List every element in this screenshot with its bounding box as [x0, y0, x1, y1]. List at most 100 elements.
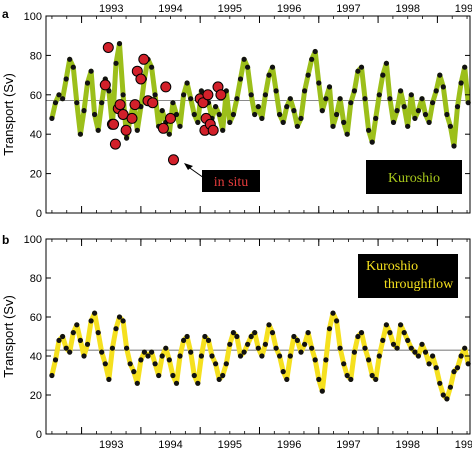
data-point [440, 84, 446, 90]
data-point [312, 48, 318, 55]
x-tick-label: 1996 [277, 439, 301, 451]
data-point [77, 337, 83, 343]
data-point [63, 345, 69, 351]
data-point [52, 357, 59, 363]
data-point [415, 108, 421, 114]
data-point [316, 376, 322, 382]
data-point [159, 353, 165, 359]
data-point [259, 353, 265, 359]
data-point [266, 72, 272, 78]
data-point [380, 72, 386, 78]
y-tick-label: 40 [30, 129, 42, 141]
data-point [252, 111, 258, 118]
in-situ-point [108, 118, 120, 130]
in-situ-point [138, 53, 150, 65]
y-tick-label: 80 [30, 50, 42, 62]
data-point [351, 88, 357, 94]
data-point [195, 119, 201, 125]
series-line [49, 310, 471, 402]
data-point [92, 310, 98, 316]
data-point [141, 349, 147, 355]
data-point [277, 111, 283, 118]
x-tick-label: 1998 [395, 439, 419, 451]
data-point [433, 365, 439, 371]
data-point [415, 353, 421, 359]
data-point [330, 123, 336, 129]
data-point [241, 349, 247, 355]
y-tick-label: 20 [30, 390, 42, 402]
in-situ-point [114, 99, 126, 111]
data-point [241, 56, 247, 62]
data-point [462, 345, 468, 351]
data-point [191, 111, 197, 118]
data-point [305, 72, 311, 78]
data-point [56, 92, 62, 98]
data-point [326, 84, 333, 90]
in-situ-point [157, 122, 169, 134]
legend-label: Kuroshio [388, 171, 440, 186]
y-tick-label: 80 [30, 273, 42, 285]
data-point [401, 104, 407, 110]
data-point [188, 349, 194, 355]
data-point [451, 369, 457, 375]
data-point [422, 349, 429, 355]
in-situ-point [160, 81, 172, 93]
data-point [337, 345, 343, 351]
data-point [234, 333, 240, 340]
legend-label: Kuroshio throughflow [366, 259, 454, 292]
y-tick-label: 60 [30, 90, 42, 102]
data-point [67, 56, 73, 62]
data-point [284, 104, 290, 110]
data-point [170, 372, 176, 379]
data-point [390, 119, 397, 125]
panel-kuroshio: a Transport (Sv) 0 20 40 60 80 100 1993 1994 199… [1, 3, 472, 220]
data-point [237, 353, 244, 359]
data-point [216, 111, 222, 118]
data-point [138, 357, 144, 363]
data-point [412, 349, 418, 355]
data-point [191, 372, 197, 379]
data-point [145, 353, 151, 359]
data-point [344, 372, 350, 379]
data-point [149, 349, 155, 355]
legend-line-1: Kuroshio [366, 259, 418, 274]
data-point [458, 80, 464, 86]
data-point [319, 388, 325, 394]
data-point [92, 111, 98, 118]
legend-background [358, 254, 458, 298]
data-point [220, 372, 226, 379]
legend-background [366, 160, 462, 194]
data-point [405, 337, 411, 343]
data-point [348, 100, 354, 106]
x-tick-label: 1993 [99, 439, 123, 451]
data-point [84, 80, 91, 86]
data-point [134, 380, 140, 386]
y-tick-label: 100 [24, 234, 42, 246]
data-point [440, 392, 446, 398]
data-point [355, 68, 361, 74]
in-situ-point [99, 79, 111, 91]
data-point [99, 100, 105, 106]
x-tick-label: 1997 [336, 439, 360, 451]
data-point [109, 345, 115, 351]
data-point [394, 108, 400, 114]
data-point [387, 330, 393, 336]
data-point [149, 64, 155, 70]
data-point [152, 361, 158, 367]
data-point [334, 111, 340, 118]
data-point [259, 115, 265, 121]
data-point [373, 376, 379, 382]
data-point [419, 96, 425, 102]
data-point [430, 353, 436, 359]
data-point [312, 357, 318, 363]
data-point [49, 115, 55, 121]
data-point [95, 330, 101, 336]
data-point [102, 361, 108, 367]
data-point [348, 376, 354, 382]
arrow-head [184, 163, 193, 170]
data-point [163, 345, 169, 351]
data-point [351, 349, 357, 355]
data-point [152, 92, 158, 98]
in-situ-point [126, 112, 138, 124]
